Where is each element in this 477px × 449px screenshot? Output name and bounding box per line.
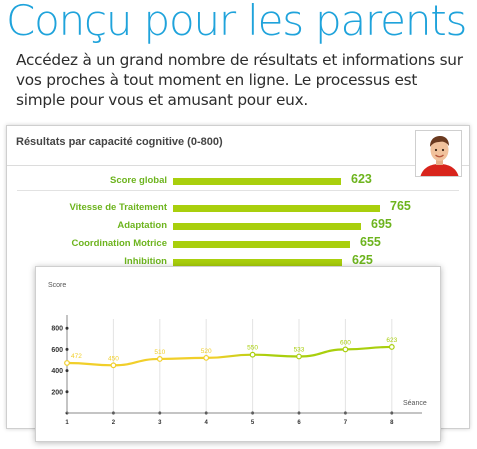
results-header: Résultats par capacité cognitive (0-800) bbox=[7, 126, 469, 166]
capacity-bar bbox=[173, 205, 380, 212]
x-tick-label: 6 bbox=[297, 420, 301, 426]
x-tick-label: 2 bbox=[112, 420, 116, 426]
capacity-label: Inhibition bbox=[124, 256, 167, 267]
capacity-value: 695 bbox=[371, 217, 392, 231]
capacity-bar bbox=[173, 259, 342, 266]
capacity-label: Adaptation bbox=[117, 220, 167, 231]
y-axis-tick bbox=[65, 369, 69, 373]
capacity-row: Adaptation 695 bbox=[7, 217, 469, 235]
score-point bbox=[156, 356, 163, 362]
intro-paragraph: Accédez à un grand nombre de résultats e… bbox=[16, 51, 463, 109]
score-data-label: 550 bbox=[247, 345, 258, 352]
score-data-label: 472 bbox=[71, 353, 82, 360]
score-data-label: 623 bbox=[386, 337, 397, 344]
score-point bbox=[296, 353, 302, 360]
score-data-label: 600 bbox=[340, 339, 351, 346]
score-line-chart: Score Séance 1 2 3 4 5 6 7 8 200 400 600 800 472 450 510… bbox=[48, 282, 427, 426]
x-tick-label: 4 bbox=[205, 420, 209, 426]
global-score-row: Score global 623 bbox=[7, 172, 469, 190]
x-tick-label: 3 bbox=[158, 420, 162, 426]
separator bbox=[17, 190, 459, 191]
x-tick-label: 7 bbox=[344, 420, 348, 426]
score-point bbox=[388, 344, 395, 350]
score-data-label: 450 bbox=[108, 355, 119, 362]
score-point bbox=[203, 354, 210, 361]
score-data-label: 533 bbox=[294, 347, 305, 354]
capacity-row: Inhibition 625 bbox=[7, 253, 469, 271]
capacity-row: Vitesse de Traitement 765 bbox=[7, 199, 469, 217]
page-title: Conçu pour les parents bbox=[6, 0, 467, 45]
y-axis-tick bbox=[65, 347, 69, 351]
y-axis-title: Score bbox=[48, 282, 66, 289]
global-score-label: Score global bbox=[109, 175, 167, 186]
x-tick-label: 1 bbox=[65, 420, 69, 426]
y-tick-label: 600 bbox=[51, 347, 63, 354]
capacity-row: Coordination Motrice 655 bbox=[7, 235, 469, 253]
x-axis-title: Séance bbox=[403, 400, 427, 407]
capacity-label: Coordination Motrice bbox=[71, 238, 167, 249]
x-tick-label: 5 bbox=[251, 420, 255, 426]
global-score-bar bbox=[173, 178, 341, 185]
score-series-line bbox=[66, 345, 392, 367]
score-point bbox=[110, 362, 117, 369]
score-data-label: 510 bbox=[154, 349, 165, 356]
score-point bbox=[64, 360, 70, 366]
capacity-value: 625 bbox=[352, 253, 373, 267]
x-tick-label: 8 bbox=[390, 420, 394, 426]
y-tick-label: 400 bbox=[51, 368, 63, 375]
y-axis-tick bbox=[65, 326, 69, 330]
capacity-value: 655 bbox=[360, 235, 381, 249]
capacity-label: Vitesse de Traitement bbox=[69, 202, 167, 213]
results-title: Résultats par capacité cognitive (0-800) bbox=[16, 136, 223, 148]
y-tick-label: 800 bbox=[51, 326, 63, 333]
child-avatar bbox=[415, 130, 462, 177]
score-point bbox=[249, 351, 256, 358]
score-point bbox=[342, 346, 349, 353]
global-score-value: 623 bbox=[351, 172, 372, 186]
y-tick-label: 200 bbox=[51, 389, 63, 396]
y-axis-tick bbox=[65, 390, 69, 394]
capacity-bar bbox=[173, 241, 350, 248]
score-chart-card: Score Séance 1 2 3 4 5 6 7 8 200 400 600 800 472 450 510… bbox=[35, 266, 441, 442]
capacity-bar bbox=[173, 223, 361, 230]
score-data-label: 520 bbox=[201, 348, 212, 355]
capacity-value: 765 bbox=[390, 199, 411, 213]
